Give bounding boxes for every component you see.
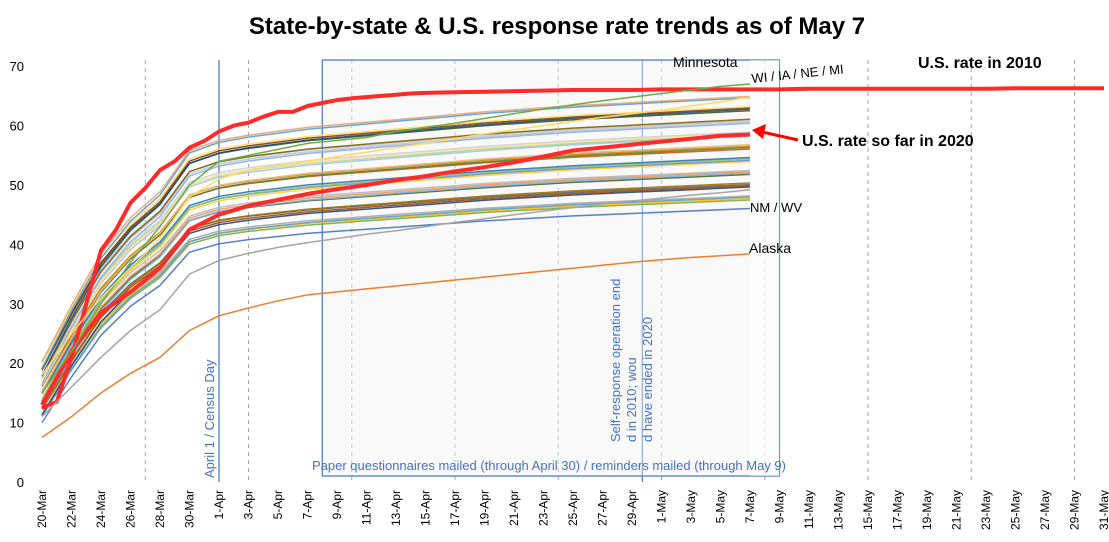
highlighted-series: [40, 83, 1104, 439]
y-axis-ticks: 0 10 20 30 40 50 60 70: [10, 59, 24, 490]
x-tick-label: 25-May: [1009, 490, 1023, 530]
series-u-s-rate-so-far-in-2020: [40, 132, 751, 406]
x-tick-label: 11-May: [802, 490, 816, 529]
state-line: [41, 196, 751, 416]
x-tick-label: 26-Mar: [124, 490, 138, 528]
annotation-april1: April 1 / Census Day: [202, 359, 217, 478]
x-tick-label: 17-Apr: [448, 490, 462, 526]
label-us-2010: U.S. rate in 2010: [918, 55, 1042, 72]
x-tick-label: 29-May: [1068, 490, 1082, 530]
x-tick-label: 19-Apr: [478, 490, 492, 526]
x-axis-ticks: 20-Mar 22-Mar 24-Mar 26-Mar 28-Mar 30-Mar 1-Ap…: [35, 490, 1109, 530]
state-line: [41, 156, 751, 394]
arrow-us-2020: [752, 124, 799, 142]
x-tick-label: 29-Apr: [625, 490, 639, 526]
x-tick-label: 25-Apr: [566, 490, 580, 526]
x-tick-label: 3-Apr: [242, 490, 256, 519]
x-tick-label: 9-May: [773, 490, 787, 523]
x-tick-label: 30-Mar: [183, 490, 197, 528]
state-line: [41, 169, 751, 395]
annotation-paper: Paper questionnaires mailed (through Apr…: [312, 458, 786, 473]
x-tick-label: 20-Mar: [35, 490, 49, 528]
x-tick-label: 5-Apr: [271, 490, 285, 519]
series-nm-wv: [41, 189, 751, 418]
label-us-2020: U.S. rate so far in 2020: [802, 133, 974, 150]
x-tick-label: 5-May: [714, 490, 728, 523]
x-tick-label: 1-Apr: [212, 490, 226, 519]
state-line: [41, 199, 751, 417]
x-tick-label: 7-May: [743, 490, 757, 523]
series-alaska: [41, 253, 751, 439]
x-tick-label: 23-Apr: [537, 490, 551, 526]
label-nm-wv: NM / WV: [750, 200, 802, 215]
x-tick-label: 13-May: [832, 490, 846, 530]
x-tick-label: 27-May: [1038, 490, 1052, 530]
y-tick-label: 10: [10, 416, 24, 431]
state-line: [41, 121, 751, 378]
annotation-self-response: Self-response operation end d in 2010; w…: [608, 275, 655, 442]
x-tick-label: 21-May: [950, 490, 964, 530]
x-tick-label: 3-May: [684, 490, 698, 523]
state-line: [41, 108, 751, 376]
series-u-s-rate-in-2010: [41, 86, 1104, 410]
state-line: [41, 182, 751, 408]
x-tick-label: 22-Mar: [65, 490, 79, 528]
x-tick-label: 15-Apr: [419, 490, 433, 526]
y-tick-label: 60: [10, 119, 24, 134]
x-tick-label: 21-Apr: [507, 490, 521, 526]
reminder-box: [750, 60, 780, 476]
series-wi-ia-ne-mi: [41, 96, 751, 376]
series-minnesota: [41, 83, 751, 394]
state-line: [41, 122, 751, 384]
x-tick-label: 1-May: [655, 490, 669, 523]
x-tick-label: 31-May: [1097, 490, 1109, 530]
y-tick-label: 40: [10, 237, 24, 252]
state-line: [41, 143, 751, 392]
state-line: [41, 146, 751, 393]
state-line: [41, 172, 751, 408]
y-tick-label: 50: [10, 178, 24, 193]
state-line: [41, 170, 751, 401]
x-tick-label: 15-May: [861, 490, 875, 530]
x-tick-label: 19-May: [920, 490, 934, 530]
y-tick-label: 70: [10, 59, 24, 74]
state-line: [41, 95, 751, 363]
label-minnesota: Minnesota: [673, 54, 738, 70]
state-line: [41, 160, 751, 401]
y-tick-label: 30: [10, 297, 24, 312]
y-tick-label: 0: [17, 475, 24, 490]
x-tick-label: 23-May: [979, 490, 993, 530]
state-line: [41, 96, 751, 369]
chart-title: State-by-state & U.S. response rate tren…: [249, 13, 865, 40]
y-tick-label: 20: [10, 356, 24, 371]
x-tick-label: 9-Apr: [330, 490, 344, 519]
state-line: [41, 105, 751, 364]
x-tick-label: 7-Apr: [301, 490, 315, 519]
x-tick-label: 28-Mar: [153, 490, 167, 528]
x-tick-label: 11-Apr: [360, 490, 374, 525]
state-line: [41, 132, 751, 385]
label-alaska: Alaska: [749, 240, 791, 256]
x-tick-label: 13-Apr: [389, 490, 403, 526]
state-line: [41, 131, 751, 379]
x-tick-label: 17-May: [891, 490, 905, 530]
x-tick-label: 24-Mar: [94, 490, 108, 528]
x-tick-label: 27-Apr: [596, 490, 610, 526]
state-line: [41, 207, 751, 424]
state-line: [41, 118, 751, 377]
